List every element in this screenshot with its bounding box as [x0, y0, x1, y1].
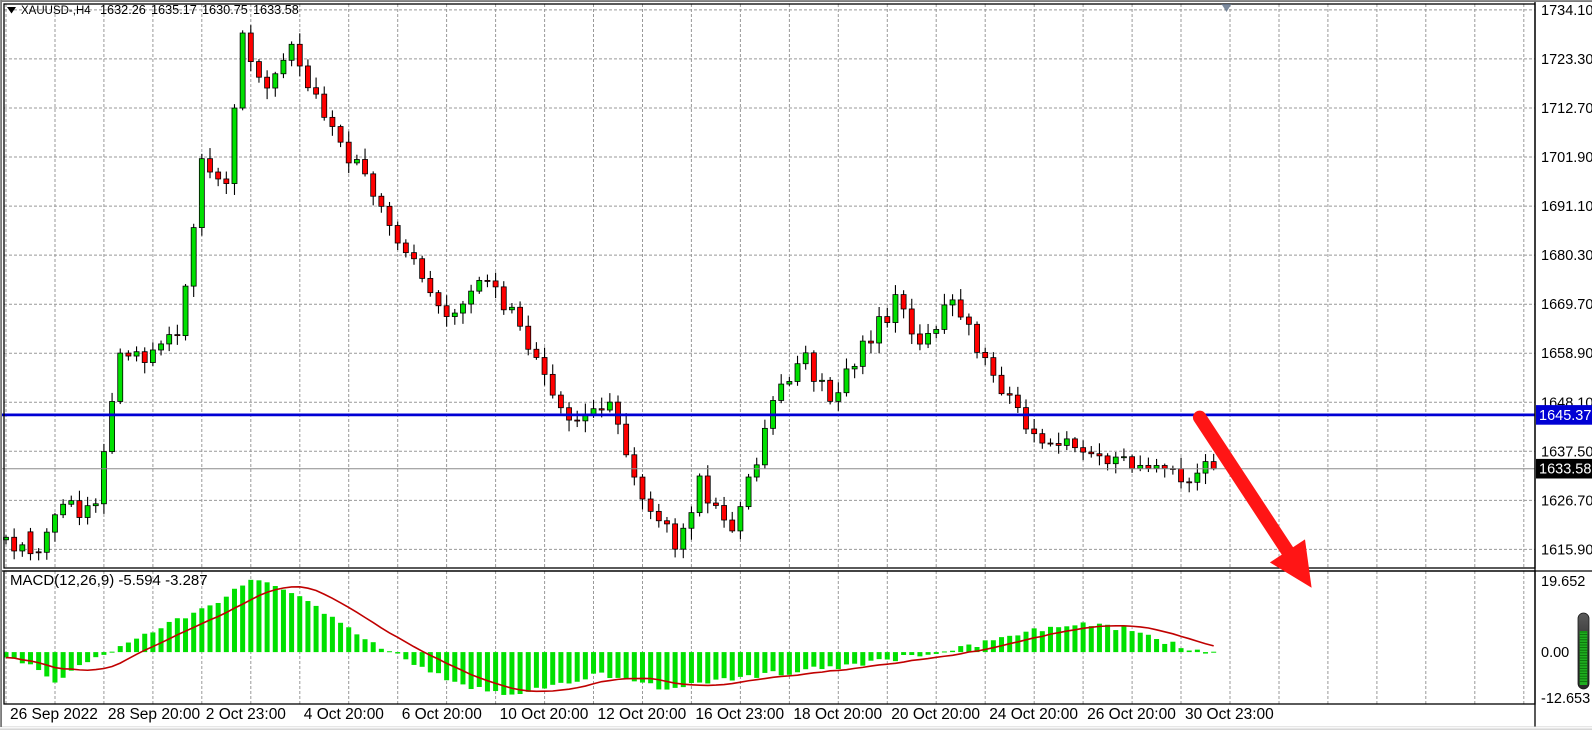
svg-text:0.00: 0.00	[1541, 645, 1569, 661]
svg-text:19.652: 19.652	[1541, 574, 1585, 590]
svg-text:1723.30: 1723.30	[1541, 52, 1592, 68]
svg-text:16 Oct 23:00: 16 Oct 23:00	[695, 706, 784, 723]
svg-text:1637.50: 1637.50	[1541, 444, 1592, 460]
svg-text:MACD(12,26,9) -5.594 -3.287: MACD(12,26,9) -5.594 -3.287	[10, 572, 208, 589]
svg-text:26 Sep 2022: 26 Sep 2022	[10, 706, 98, 723]
svg-text:30 Oct 23:00: 30 Oct 23:00	[1185, 706, 1274, 723]
svg-text:12 Oct 20:00: 12 Oct 20:00	[598, 706, 687, 723]
svg-text:-12.653: -12.653	[1541, 691, 1590, 707]
svg-text:1712.70: 1712.70	[1541, 101, 1592, 117]
svg-text:1645.37: 1645.37	[1539, 408, 1591, 424]
svg-text:4 Oct 20:00: 4 Oct 20:00	[304, 706, 385, 723]
svg-text:1701.90: 1701.90	[1541, 150, 1592, 166]
svg-text:1669.70: 1669.70	[1541, 297, 1592, 313]
svg-text:10 Oct 20:00: 10 Oct 20:00	[500, 706, 589, 723]
svg-text:1630.75: 1630.75	[202, 3, 248, 17]
svg-text:1633.58: 1633.58	[1539, 462, 1591, 478]
svg-text:1691.10: 1691.10	[1541, 199, 1592, 215]
svg-text:1680.30: 1680.30	[1541, 248, 1592, 264]
svg-text:1658.90: 1658.90	[1541, 346, 1592, 362]
svg-text:1633.58: 1633.58	[253, 3, 299, 17]
svg-text:2 Oct 23:00: 2 Oct 23:00	[206, 706, 287, 723]
svg-text:28 Sep 20:00: 28 Sep 20:00	[108, 706, 201, 723]
svg-text:1734.10: 1734.10	[1541, 3, 1592, 19]
svg-text:6 Oct 20:00: 6 Oct 20:00	[402, 706, 483, 723]
svg-text:20 Oct 20:00: 20 Oct 20:00	[891, 706, 980, 723]
svg-text:18 Oct 20:00: 18 Oct 20:00	[793, 706, 882, 723]
svg-text:1615.90: 1615.90	[1541, 542, 1592, 558]
svg-text:24 Oct 20:00: 24 Oct 20:00	[989, 706, 1078, 723]
svg-text:1626.70: 1626.70	[1541, 493, 1592, 509]
svg-text:1635.17: 1635.17	[151, 3, 197, 17]
svg-text:1632.26: 1632.26	[100, 3, 146, 17]
svg-text:26 Oct 20:00: 26 Oct 20:00	[1087, 706, 1176, 723]
svg-text:XAUUSD-,H4: XAUUSD-,H4	[21, 5, 91, 17]
